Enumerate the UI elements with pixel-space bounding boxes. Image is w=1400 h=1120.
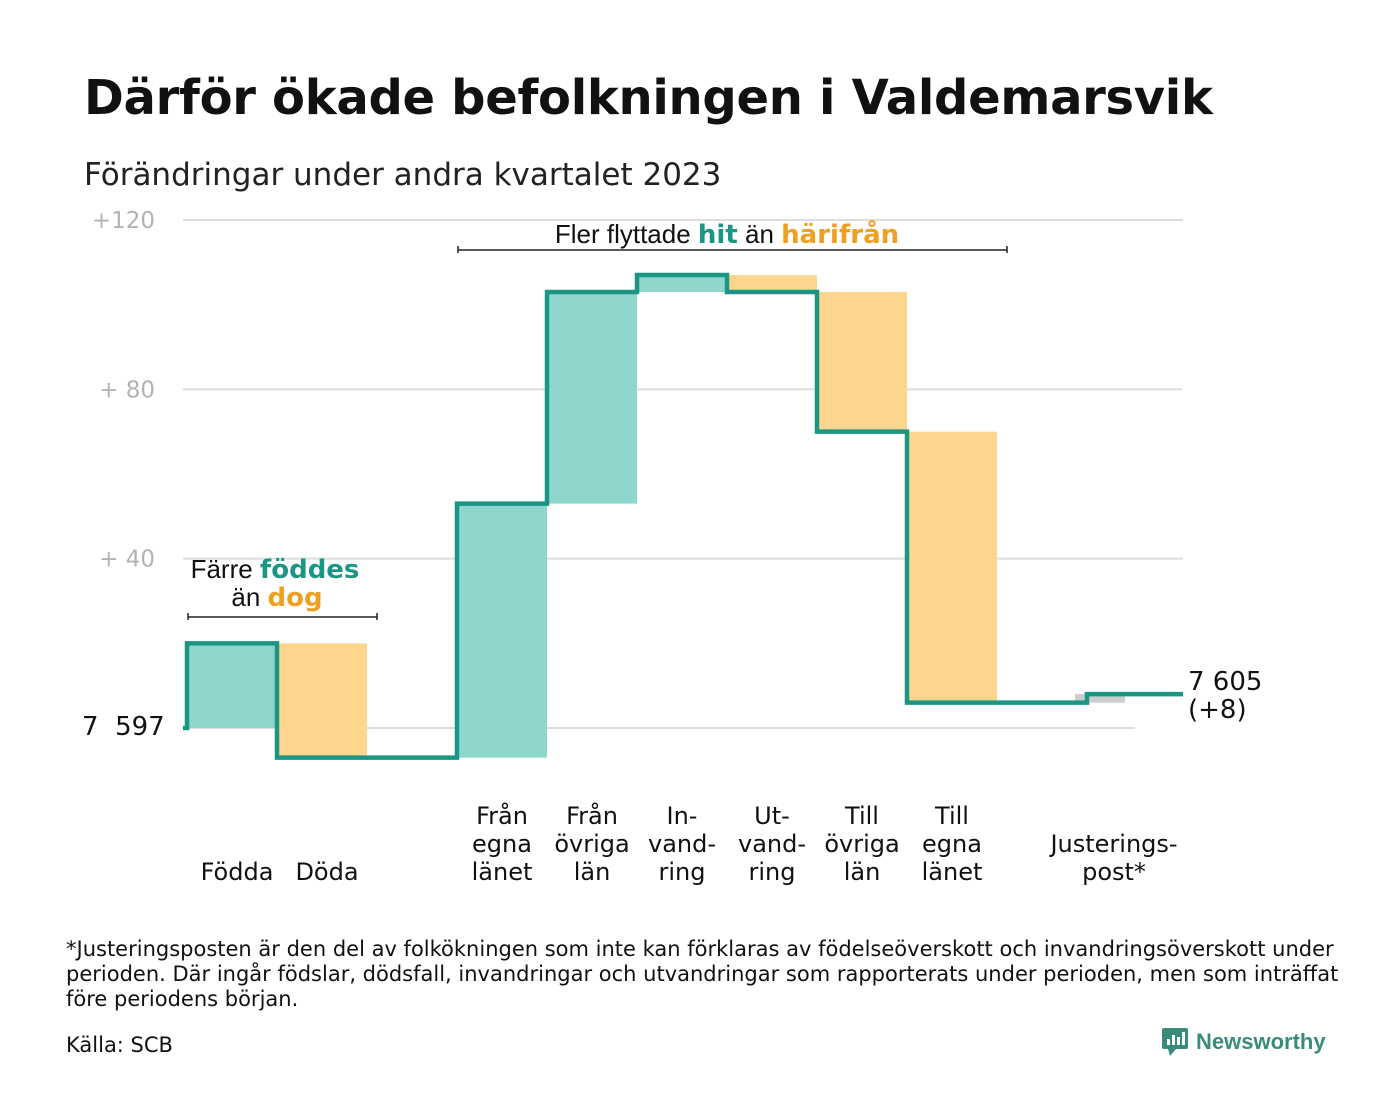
- y-tick-label: + 40: [99, 547, 155, 573]
- annotation-plain: Färre: [191, 554, 260, 584]
- category-label: Ut-: [754, 802, 790, 830]
- step-line: [183, 272, 1183, 760]
- bar-invandring: [637, 275, 727, 292]
- category-label: ring: [659, 858, 706, 886]
- y-tick-label: +120: [92, 208, 155, 234]
- brand-logo: Newsworthy: [1162, 1028, 1326, 1056]
- category-label: län: [574, 858, 611, 886]
- category-label: Från: [566, 801, 618, 830]
- category-label: In-: [667, 802, 698, 830]
- category-label: vand-: [648, 830, 716, 858]
- chart-title: Därför ökade befolkningen i Valdemarsvik: [84, 70, 1213, 126]
- bar-fran-egna: [457, 503, 547, 758]
- brand-name: Newsworthy: [1196, 1029, 1326, 1054]
- category-label: egna: [922, 830, 982, 858]
- bar-doda: [277, 643, 367, 758]
- source-label: Källa: SCB: [66, 1033, 173, 1057]
- end-value-label: 7 605: [1188, 667, 1262, 697]
- category-label: ring: [749, 858, 796, 886]
- bar-utvandring: [727, 275, 817, 292]
- category-label: Döda: [295, 858, 358, 886]
- category-label: egna: [472, 830, 532, 858]
- end-change-label: (+8): [1188, 695, 1247, 725]
- newsworthy-logo-icon: [1162, 1028, 1188, 1056]
- annotation-highlight-in: föddes: [260, 555, 360, 585]
- category-label: övriga: [824, 830, 899, 858]
- category-label: länet: [472, 858, 533, 886]
- category-label: Till: [844, 802, 879, 830]
- category-label: övriga: [554, 830, 629, 858]
- migration-annotation: Fler flyttade hit än härifrån: [555, 218, 899, 250]
- y-tick-label: + 80: [99, 377, 155, 403]
- bar-till-ovriga: [817, 291, 907, 432]
- chart-subtitle: Förändringar under andra kvartalet 2023: [84, 157, 722, 193]
- category-label: länet: [922, 858, 983, 886]
- annotation-plain: än: [738, 219, 781, 249]
- bar-till-egna: [907, 431, 997, 703]
- start-value-label: 7 597: [82, 712, 165, 742]
- category-label: Födda: [201, 858, 274, 886]
- bar-fran-ovriga: [547, 291, 637, 504]
- category-label: län: [844, 858, 881, 886]
- bar-fodda: [187, 643, 277, 728]
- annotation-highlight-out: härifrån: [781, 218, 899, 250]
- footnote: *Justeringsposten är den del av folkökni…: [66, 937, 1339, 1011]
- births-annotation-line2: än dog: [231, 582, 322, 613]
- births-annotation-line1: Färre föddes: [191, 554, 360, 585]
- category-label: post*: [1082, 858, 1146, 886]
- annotation-plain: än: [231, 582, 267, 612]
- migration-bracket: [457, 246, 1008, 253]
- annotation-highlight-out: dog: [268, 583, 323, 613]
- category-label: Från: [476, 801, 528, 830]
- bar-justering: [1075, 694, 1125, 703]
- annotation-plain: Fler flyttade: [555, 219, 698, 249]
- births-bracket: [187, 613, 378, 620]
- category-label: Till: [934, 802, 969, 830]
- annotation-highlight-in: hit: [698, 220, 738, 250]
- category-label: Justerings-: [1048, 830, 1177, 858]
- category-label: vand-: [738, 830, 806, 858]
